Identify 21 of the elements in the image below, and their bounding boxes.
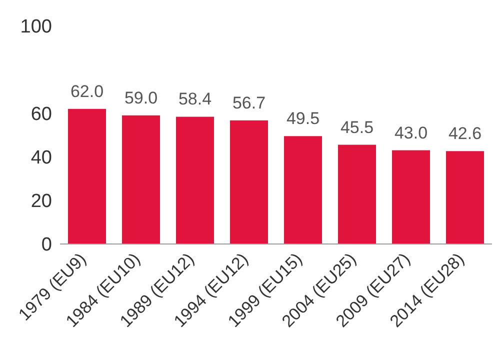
y-tick-label: 20 <box>30 191 52 212</box>
y-tick-label: 40 <box>30 148 52 169</box>
bar <box>122 115 160 244</box>
data-label: 49.5 <box>286 109 320 128</box>
data-label: 62.0 <box>70 82 104 101</box>
data-label: 58.4 <box>178 90 212 109</box>
y-tick-label: 60 <box>30 104 52 125</box>
data-label: 45.5 <box>340 118 374 137</box>
bar <box>446 151 484 244</box>
bar <box>68 108 106 244</box>
bar <box>392 150 430 244</box>
bar <box>230 120 268 244</box>
data-label: 59.0 <box>124 88 158 108</box>
bar <box>284 136 322 244</box>
data-label: 43.0 <box>394 123 428 142</box>
y-tick-label: 100 <box>20 16 52 38</box>
bar <box>176 116 214 244</box>
y-tick-label: 0 <box>41 234 52 256</box>
bar <box>338 144 376 244</box>
data-label: 42.6 <box>448 124 482 144</box>
data-label: 56.7 <box>232 93 266 112</box>
